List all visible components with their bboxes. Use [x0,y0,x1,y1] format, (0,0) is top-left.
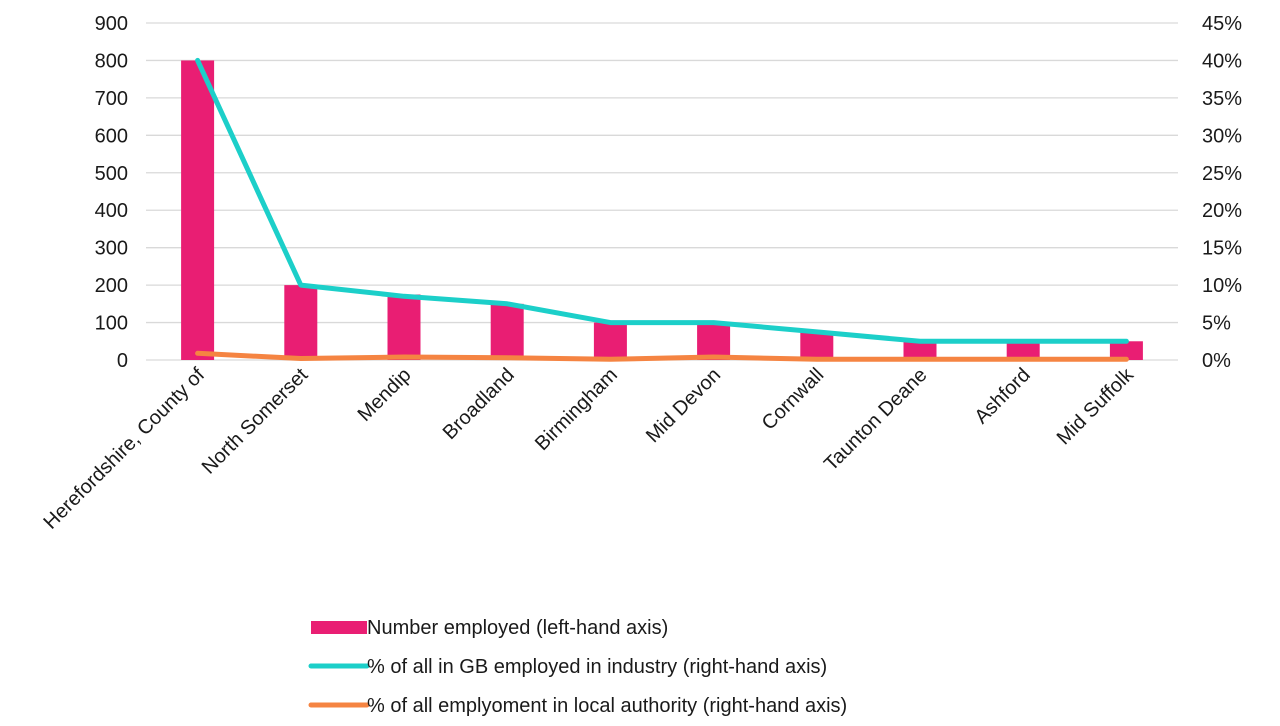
bar [181,60,215,360]
bar [1006,341,1040,360]
left-tick-label: 700 [95,88,128,110]
category-label: Cornwall [758,364,829,435]
right-tick-label: 5% [1202,313,1231,335]
bar [284,285,318,360]
right-tick-label: 20% [1202,200,1242,222]
legend-label: Number employed (left-hand axis) [367,617,668,639]
bar [903,341,937,360]
bar [800,331,834,360]
left-tick-label: 800 [95,50,128,72]
right-tick-label: 35% [1202,88,1242,110]
left-tick-label: 900 [95,13,128,35]
left-tick-label: 100 [95,313,128,335]
right-tick-label: 10% [1202,275,1242,297]
left-axis: 0 100 200 300 400 500 600 700 800 900 [95,13,128,372]
left-tick-label: 0 [117,350,128,372]
category-label: Mid Suffolk [1053,363,1139,449]
legend: Number employed (left-hand axis) % of all… [308,617,847,717]
right-tick-label: 40% [1202,50,1242,72]
legend-label: % of all emplyoment in local authority (… [367,695,847,717]
right-tick-label: 0% [1202,350,1231,372]
category-label: Herefordshire, County of [40,364,210,534]
category-label: North Somerset [198,364,313,479]
series-line [195,350,1129,362]
series-line [195,57,1129,344]
right-tick-label: 45% [1202,13,1242,35]
line-series [195,57,1129,362]
category-label: Mendip [354,364,416,426]
category-label: Mid Devon [642,364,725,447]
right-tick-label: 25% [1202,163,1242,185]
left-tick-label: 200 [95,275,128,297]
category-label: Taunton Deane [820,364,931,475]
left-tick-label: 500 [95,163,128,185]
left-tick-label: 600 [95,125,128,147]
category-label: Ashford [970,364,1034,428]
legend-label: % of all in GB employed in industry (rig… [367,656,827,678]
bar [697,322,731,360]
right-tick-label: 15% [1202,238,1242,260]
category-label: Birmingham [531,364,622,455]
bar [593,322,627,360]
bar [387,294,421,360]
left-tick-label: 400 [95,200,128,222]
bar [490,303,524,360]
bar [1109,341,1143,360]
legend-swatch-bar [311,621,367,634]
right-tick-label: 30% [1202,125,1242,147]
right-axis: 0% 5% 10% 15% 20% 25% 30% 35% 40% 45% [1202,13,1242,372]
left-tick-label: 300 [95,238,128,260]
bar-series [181,60,1143,360]
category-label: Broadland [439,364,519,444]
